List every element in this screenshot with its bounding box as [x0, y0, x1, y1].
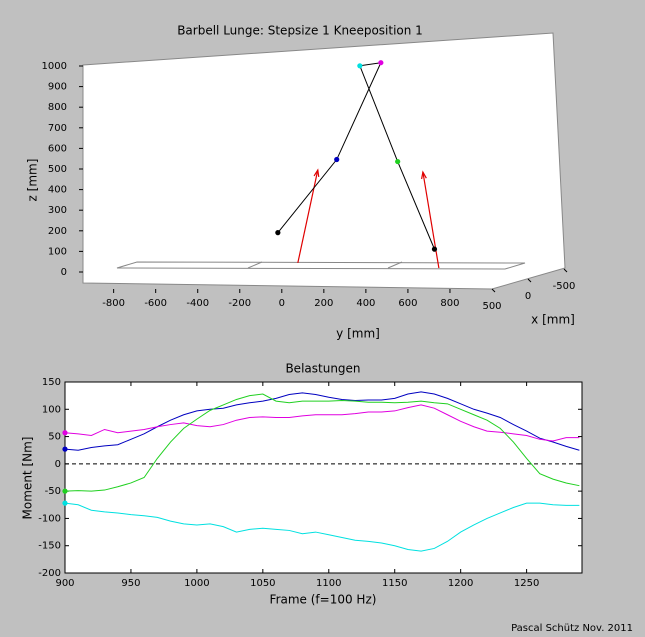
series-line — [64, 391, 580, 451]
x-tick-label: 1250 — [514, 578, 539, 589]
z-axis-label: z [mm] — [26, 159, 40, 202]
y-tick-label: 100 — [42, 404, 61, 415]
z-tick-label: 800 — [48, 102, 67, 113]
chart-title: Belastungen — [285, 362, 360, 376]
z-tick-label: 1000 — [42, 61, 67, 72]
joint-marker — [334, 156, 340, 163]
x-tick-label: 1150 — [382, 578, 407, 589]
joint-marker — [275, 230, 281, 236]
y-tick-label: -50 — [45, 486, 61, 497]
y-tick-label: 50 — [48, 432, 61, 443]
joint-marker — [431, 246, 438, 252]
start-marker — [62, 446, 68, 452]
z-tick-label: 0 — [61, 267, 67, 278]
x-tick — [491, 288, 496, 293]
y-tick-label: -200 — [228, 298, 251, 309]
axes-3d-box — [82, 32, 566, 290]
z-tick-label: 400 — [48, 185, 67, 196]
x-tick-label: 1000 — [184, 578, 209, 589]
force-vector — [422, 171, 440, 269]
z-tick-label: 900 — [48, 82, 67, 93]
start-marker — [62, 430, 68, 436]
start-marker — [62, 500, 68, 506]
y-tick-label: 600 — [398, 298, 417, 309]
x-tick-label: 500 — [482, 301, 501, 312]
series-line — [64, 393, 580, 492]
series-line — [64, 404, 580, 442]
y-axis-label: y [mm] — [336, 327, 380, 341]
series-line — [64, 502, 580, 552]
z-tick-label: 500 — [48, 164, 67, 175]
force-vector — [297, 169, 319, 264]
axes-2d — [64, 381, 583, 574]
plate-divider — [247, 261, 263, 269]
footer: Pascal Schütz Nov. 2011 — [511, 623, 633, 634]
y-tick-label: 0 — [279, 298, 285, 309]
x-axis-label: x [mm] — [531, 313, 575, 327]
x-tick-label: 0 — [525, 291, 531, 302]
y-tick-label: 150 — [42, 377, 61, 388]
x-tick — [527, 278, 532, 283]
x-tick-label: -500 — [553, 281, 576, 292]
x-tick-label: 950 — [121, 578, 140, 589]
z-tick-label: 100 — [48, 246, 67, 257]
y-tick-label: -800 — [102, 298, 125, 309]
y-tick-label: 400 — [356, 298, 375, 309]
y-tick-label: -100 — [38, 513, 61, 524]
y-tick-label: 200 — [314, 298, 333, 309]
y-tick-label: -400 — [186, 298, 209, 309]
x-tick-label: 1050 — [250, 578, 275, 589]
force-arrowhead — [421, 170, 427, 180]
x-axis-label: Frame (f=100 Hz) — [270, 593, 377, 607]
y-axis-label: Moment [Nm] — [21, 437, 35, 520]
y-tick-label: 0 — [55, 459, 61, 470]
z-tick-label: 200 — [48, 226, 67, 237]
y-tick-label: 800 — [440, 298, 459, 309]
z-tick-label: 600 — [48, 143, 67, 154]
y-tick-label: -600 — [144, 298, 167, 309]
x-tick-label: 1200 — [448, 578, 473, 589]
joint-marker — [378, 60, 384, 66]
floor-plates — [116, 261, 526, 270]
joint-marker — [357, 63, 363, 69]
z-tick-label: 700 — [48, 123, 67, 134]
joint-marker — [395, 158, 401, 165]
x-tick-label: 1100 — [316, 578, 341, 589]
plate-divider — [387, 261, 403, 269]
start-marker — [62, 488, 68, 494]
skeleton-line — [277, 62, 435, 250]
y-tick-label: -200 — [38, 568, 61, 579]
y-tick-label: -150 — [38, 541, 61, 552]
x-tick-label: 900 — [55, 578, 74, 589]
z-tick-label: 300 — [48, 205, 67, 216]
plate-outline — [116, 261, 526, 270]
x-tick — [563, 268, 568, 273]
chart-title: Barbell Lunge: Stepsize 1 Kneeposition 1 — [177, 24, 423, 38]
force-arrowhead — [313, 168, 320, 178]
